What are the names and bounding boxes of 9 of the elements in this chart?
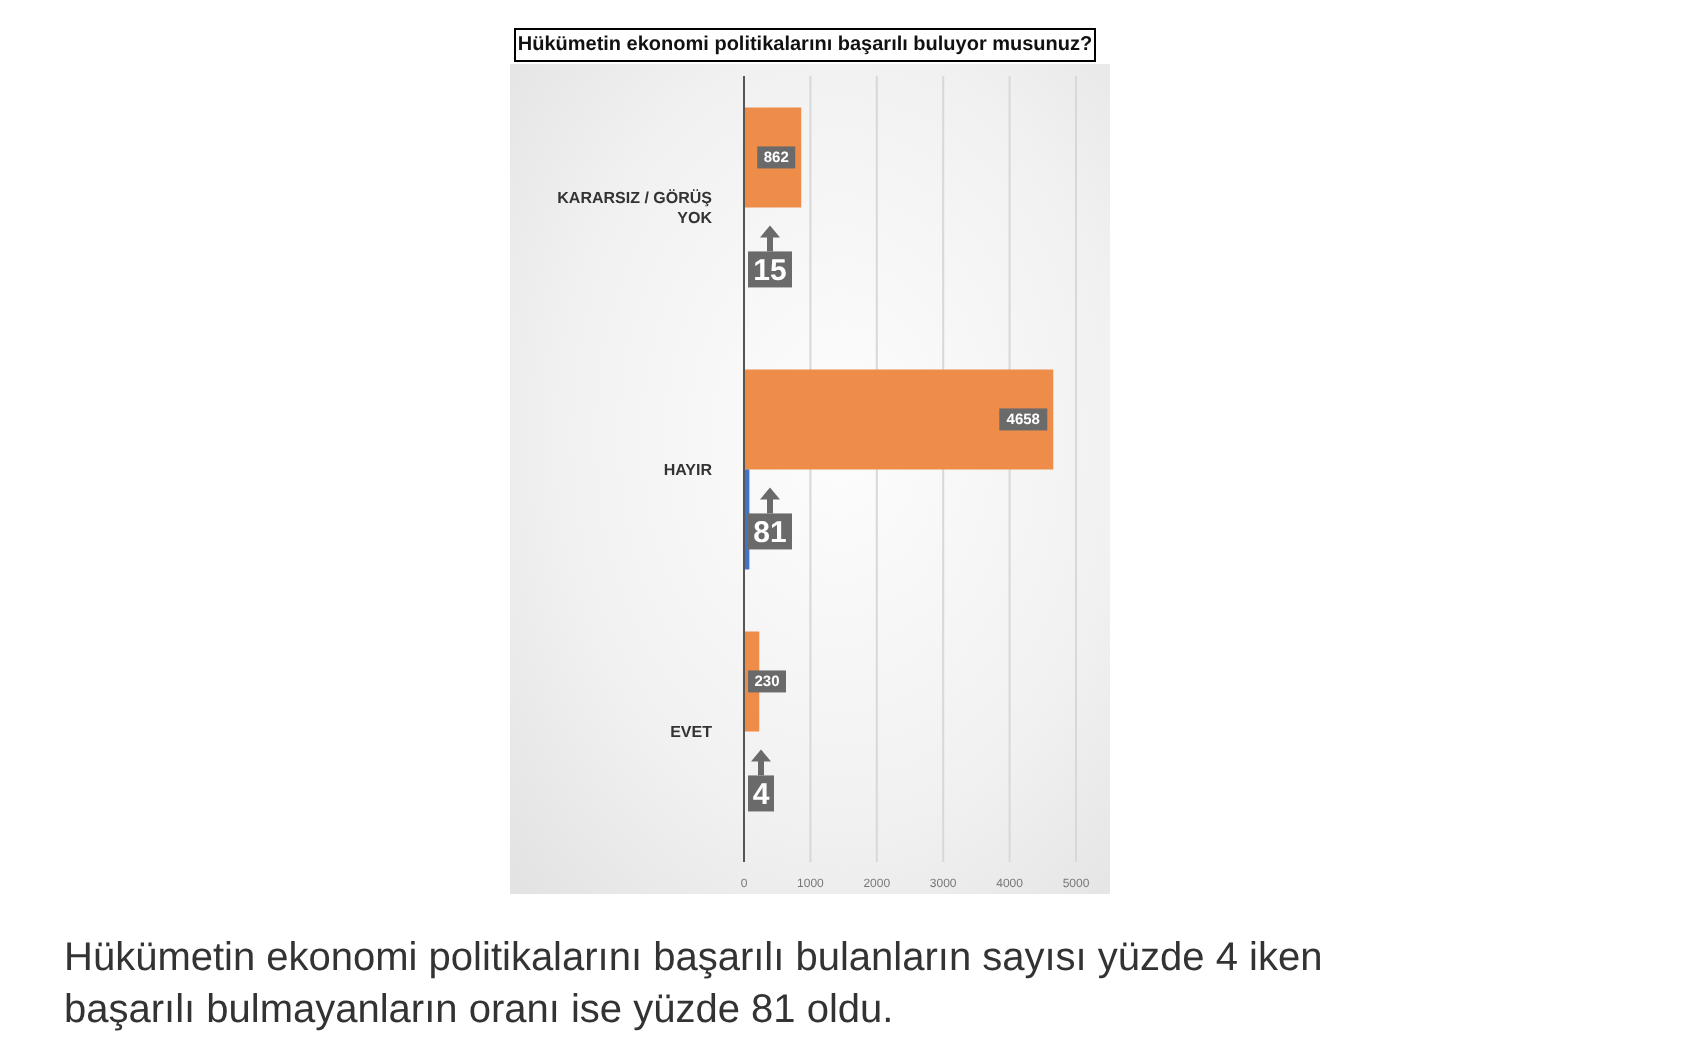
- chart-title: Hükümetin ekonomi politikalarını başarılı buluyor musunuz?: [514, 28, 1096, 62]
- text: Hükümetin ekonomi politikalarını başarılı bulanların sayısı yüzde 4 iken başarılı bulmayanların oranı ise yüzde 81 oldu.: [64, 934, 1325, 1036]
- bar: [744, 369, 1054, 470]
- data-label: 15: [753, 254, 787, 289]
- data-label: 81: [753, 516, 787, 551]
- y-tick-label: EVET: [670, 722, 713, 740]
- data-label: 4: [752, 778, 771, 813]
- y-tick-label: KARARSIZ / GÖRÜŞ YOK: [557, 188, 714, 226]
- y-tick-label: HAYIR: [663, 460, 713, 478]
